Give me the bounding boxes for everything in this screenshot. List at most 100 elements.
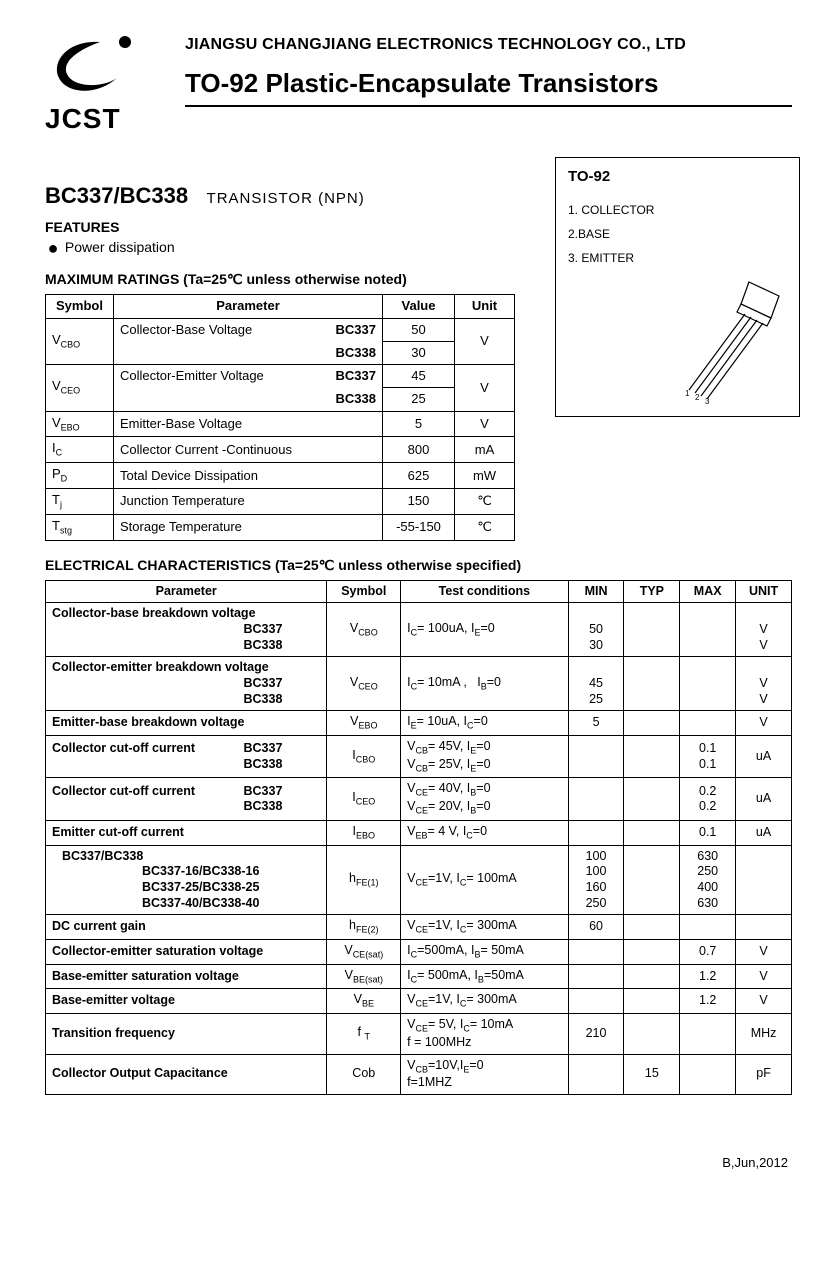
unit-cell bbox=[736, 915, 792, 940]
sym-cell: ICBO bbox=[327, 735, 401, 778]
unit-cell: V bbox=[736, 989, 792, 1014]
part-number: BC337/BC338 bbox=[45, 183, 188, 209]
param-cell: Collector cut-off current BC337 BC338 bbox=[46, 778, 327, 821]
col-value: Value bbox=[383, 295, 455, 318]
col-param: Parameter bbox=[46, 580, 327, 603]
val-cell: 45 bbox=[383, 365, 455, 388]
col-parameter: Parameter bbox=[114, 295, 383, 318]
sym-cell: VEBO bbox=[327, 711, 401, 736]
unit-cell: uA bbox=[736, 735, 792, 778]
min-cell bbox=[568, 939, 624, 964]
max-cell: 0.7 bbox=[680, 939, 736, 964]
param-cell: Collector-emitter breakdown voltage BC33… bbox=[46, 657, 327, 711]
left-col: BC337/BC338 TRANSISTOR (NPN) FEATURES ● … bbox=[45, 153, 515, 541]
header-right: JIANGSU CHANGJIANG ELECTRONICS TECHNOLOG… bbox=[165, 30, 792, 109]
max-cell bbox=[680, 915, 736, 940]
col-unit: Unit bbox=[455, 295, 515, 318]
sym-cell: PD bbox=[46, 463, 114, 489]
feature-text: Power dissipation bbox=[65, 239, 175, 255]
company-name: JIANGSU CHANGJIANG ELECTRONICS TECHNOLOG… bbox=[185, 36, 792, 54]
to92-package-icon: 1 2 3 bbox=[671, 274, 791, 404]
sym-cell: VEBO bbox=[46, 411, 114, 437]
sym-cell: IC bbox=[46, 437, 114, 463]
table-row: Collector-emitter saturation voltage VCE… bbox=[46, 939, 792, 964]
max-ratings-table: Symbol Parameter Value Unit VCBO Collect… bbox=[45, 294, 515, 540]
max-cell bbox=[680, 657, 736, 711]
cond-cell: VCE=1V, IC= 300mA bbox=[401, 989, 569, 1014]
unit-cell: ℃ bbox=[455, 489, 515, 515]
param-cell: Collector-emitter saturation voltage bbox=[46, 939, 327, 964]
table-row: Emitter-base breakdown voltage VEBO IE= … bbox=[46, 711, 792, 736]
unit-cell: uA bbox=[736, 778, 792, 821]
unit-cell: ℃ bbox=[455, 514, 515, 540]
val-cell: -55-150 bbox=[383, 514, 455, 540]
cond-cell: IE= 10uA, IC=0 bbox=[401, 711, 569, 736]
sym-cell: VCE(sat) bbox=[327, 939, 401, 964]
max-cell: 0.10.1 bbox=[680, 735, 736, 778]
max-cell bbox=[680, 1014, 736, 1054]
val-cell: 800 bbox=[383, 437, 455, 463]
typ-cell: 15 bbox=[624, 1054, 680, 1094]
min-cell: 210 bbox=[568, 1014, 624, 1054]
table-row: Collector-emitter breakdown voltage BC33… bbox=[46, 657, 792, 711]
unit-cell: V bbox=[455, 365, 515, 412]
param-cell: Emitter-Base Voltage bbox=[114, 411, 383, 437]
table-header-row: Parameter Symbol Test conditions MIN TYP… bbox=[46, 580, 792, 603]
unit-cell: mW bbox=[455, 463, 515, 489]
cond-cell: IC= 500mA, IB=50mA bbox=[401, 964, 569, 989]
right-col: TO-92 1. COLLECTOR 2.BASE 3. EMITTER 1 2 bbox=[555, 153, 800, 417]
elec-heading: ELECTRICAL CHARACTERISTICS (Ta=25℃ unles… bbox=[45, 557, 792, 574]
part-desc: TRANSISTOR (NPN) bbox=[207, 190, 365, 207]
max-cell: 1.2 bbox=[680, 964, 736, 989]
max-ratings-heading: MAXIMUM RATINGS (Ta=25℃ unless otherwise… bbox=[45, 271, 515, 288]
param-cell: Base-emitter voltage bbox=[46, 989, 327, 1014]
unit-cell: MHz bbox=[736, 1014, 792, 1054]
param-cell: Emitter-base breakdown voltage bbox=[46, 711, 327, 736]
unit-cell: pF bbox=[736, 1054, 792, 1094]
max-cell bbox=[680, 711, 736, 736]
param-cell: Collector-base breakdown voltage BC337 B… bbox=[46, 603, 327, 657]
svg-text:2: 2 bbox=[695, 393, 700, 402]
param-cell: Transition frequency bbox=[46, 1014, 327, 1054]
min-cell: 5030 bbox=[568, 603, 624, 657]
min-cell bbox=[568, 1054, 624, 1094]
part-row: BC337/BC338 TRANSISTOR (NPN) bbox=[45, 183, 515, 209]
doc-title: TO-92 Plastic-Encapsulate Transistors bbox=[185, 68, 792, 107]
table-row: BC337/BC338 BC337-16/BC338-16 BC337-25/B… bbox=[46, 845, 792, 915]
sym-cell: Cob bbox=[327, 1054, 401, 1094]
table-row: Collector cut-off current BC337 BC338 IC… bbox=[46, 735, 792, 778]
sym-cell: Tstg bbox=[46, 514, 114, 540]
cond-cell: VCB= 45V, IE=0VCB= 25V, IE=0 bbox=[401, 735, 569, 778]
param-cell: Emitter cut-off current bbox=[46, 820, 327, 845]
jcst-logo-icon bbox=[45, 30, 145, 100]
svg-text:3: 3 bbox=[705, 397, 710, 404]
table-row: Base-emitter voltage VBE VCE=1V, IC= 300… bbox=[46, 989, 792, 1014]
val-cell: 25 bbox=[383, 388, 455, 411]
min-cell: 4525 bbox=[568, 657, 624, 711]
param-cell: DC current gain bbox=[46, 915, 327, 940]
typ-cell bbox=[624, 989, 680, 1014]
unit-cell: V bbox=[455, 411, 515, 437]
cond-cell: VCE= 40V, IB=0VCE= 20V, IB=0 bbox=[401, 778, 569, 821]
val-cell: 50 bbox=[383, 318, 455, 341]
sym-cell: VCBO bbox=[327, 603, 401, 657]
cond-cell: VCB=10V,IE=0f=1MHZ bbox=[401, 1054, 569, 1094]
max-cell: 0.1 bbox=[680, 820, 736, 845]
col-unit: UNIT bbox=[736, 580, 792, 603]
min-cell bbox=[568, 735, 624, 778]
unit-cell: V bbox=[736, 939, 792, 964]
table-row: IC Collector Current -Continuous 800 mA bbox=[46, 437, 515, 463]
unit-cell: VV bbox=[736, 603, 792, 657]
min-cell: 100 100 160 250 bbox=[568, 845, 624, 915]
unit-cell: V bbox=[736, 964, 792, 989]
features-heading: FEATURES bbox=[45, 219, 515, 235]
typ-cell bbox=[624, 939, 680, 964]
sym-cell: hFE(1) bbox=[327, 845, 401, 915]
typ-cell bbox=[624, 845, 680, 915]
typ-cell bbox=[624, 735, 680, 778]
min-cell: 60 bbox=[568, 915, 624, 940]
sym-cell: ICEO bbox=[327, 778, 401, 821]
sym-cell: VBE bbox=[327, 989, 401, 1014]
sym-cell: VCEO bbox=[46, 365, 114, 412]
max-cell: 0.20.2 bbox=[680, 778, 736, 821]
